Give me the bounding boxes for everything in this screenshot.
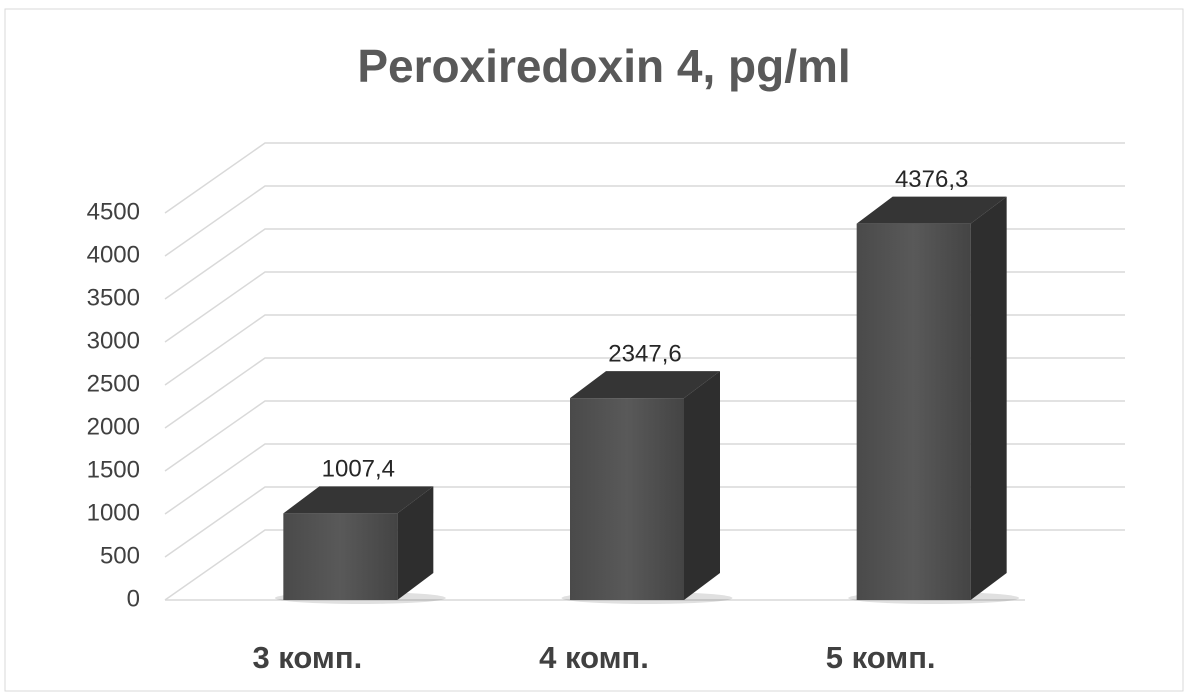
x-tick-label: 4 комп. <box>539 640 649 675</box>
grid-line <box>164 142 1125 214</box>
data-label: 2347,6 <box>608 340 681 367</box>
data-label: 4376,3 <box>895 166 968 193</box>
y-tick-label: 0 <box>127 585 140 612</box>
bar-top <box>283 486 434 514</box>
bar <box>856 223 971 601</box>
grid-line <box>164 228 1125 300</box>
grid-line <box>164 271 1125 343</box>
grid-line <box>164 357 1125 429</box>
x-tick-label: 3 комп. <box>252 640 362 675</box>
y-tick-label: 4500 <box>87 198 140 225</box>
grid-line <box>164 185 1125 257</box>
y-tick-label: 3000 <box>87 327 140 354</box>
y-tick-label: 1500 <box>87 456 140 483</box>
y-tick-label: 4000 <box>87 241 140 268</box>
bar-side <box>397 486 434 600</box>
bar-side <box>970 196 1007 601</box>
y-tick-label: 500 <box>100 542 140 569</box>
grid-line <box>164 314 1125 386</box>
chart-title: Peroxiredoxin 4, pg/ml <box>357 40 850 92</box>
y-tick-label: 2000 <box>87 413 140 440</box>
bar-top <box>856 196 1007 224</box>
bar <box>283 513 398 600</box>
grid-line <box>164 400 1125 472</box>
bar-top <box>570 371 720 399</box>
data-label: 1007,4 <box>322 456 395 483</box>
y-tick-label: 1000 <box>87 499 140 526</box>
y-tick-label: 2500 <box>87 370 140 397</box>
grid-line <box>164 443 1125 515</box>
x-tick-label: 5 комп. <box>826 640 936 675</box>
bar <box>570 398 684 600</box>
grid-line <box>164 529 1125 601</box>
y-tick-label: 3500 <box>87 284 140 311</box>
bar-side <box>684 371 720 600</box>
grid-line <box>164 486 1125 558</box>
